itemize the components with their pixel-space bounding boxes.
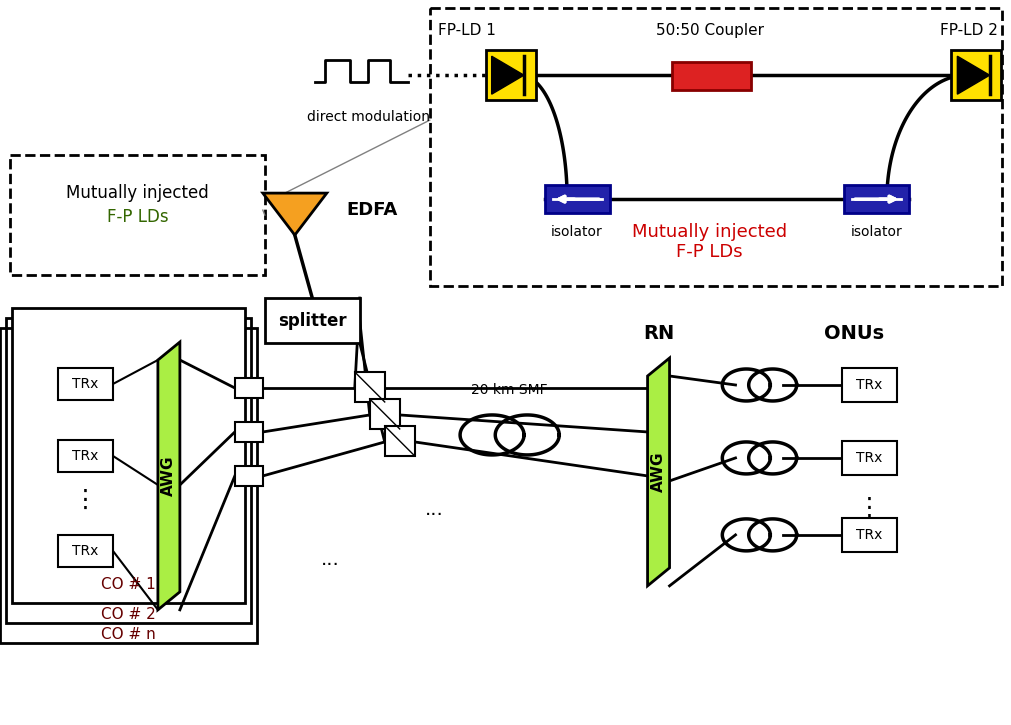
Bar [265, 298, 359, 343]
Text: F-P LDs: F-P LDs [106, 208, 168, 226]
Bar [841, 518, 897, 552]
Text: EDFA: EDFA [347, 201, 397, 219]
Bar [235, 466, 263, 486]
Bar [0, 328, 257, 643]
Polygon shape [158, 342, 180, 610]
Text: TRx: TRx [855, 528, 882, 542]
Bar [843, 185, 909, 213]
Text: ⋮: ⋮ [73, 488, 97, 512]
Text: 20 km SMF: 20 km SMF [471, 383, 547, 397]
Text: TRx: TRx [72, 377, 98, 391]
Text: TRx: TRx [72, 544, 98, 558]
Polygon shape [491, 57, 524, 94]
Text: CO # 1: CO # 1 [101, 577, 156, 592]
Text: 50:50 Coupler: 50:50 Coupler [655, 22, 762, 38]
Text: FP-LD 2: FP-LD 2 [939, 22, 997, 38]
Bar [235, 378, 263, 398]
Text: F-P LDs: F-P LDs [675, 243, 742, 261]
Text: ...: ... [425, 500, 444, 519]
Bar [950, 50, 1000, 100]
Text: TRx: TRx [855, 451, 882, 465]
Text: AWG: AWG [650, 452, 665, 492]
Bar [671, 62, 751, 90]
Bar [58, 440, 113, 472]
Text: RN: RN [642, 323, 673, 342]
Text: AWG: AWG [161, 456, 176, 496]
Bar [384, 426, 415, 456]
Text: direct modulation: direct modulation [307, 110, 430, 124]
Text: CO # n: CO # n [101, 627, 156, 642]
Bar [6, 318, 251, 623]
Polygon shape [263, 193, 327, 235]
Text: Mutually injected: Mutually injected [631, 223, 787, 241]
Bar [355, 372, 384, 402]
Bar [485, 50, 535, 100]
Text: ...: ... [320, 550, 339, 569]
Text: ⋮: ⋮ [856, 496, 881, 520]
Text: splitter: splitter [278, 312, 346, 330]
Text: ONUs: ONUs [824, 323, 884, 342]
Polygon shape [956, 57, 989, 94]
Text: TRx: TRx [855, 378, 882, 392]
Bar [544, 185, 609, 213]
Bar [841, 441, 897, 475]
Bar [430, 8, 1001, 286]
Text: Mutually injected: Mutually injected [66, 184, 208, 202]
Text: FP-LD 1: FP-LD 1 [438, 22, 495, 38]
Bar [841, 368, 897, 402]
Bar [235, 422, 263, 442]
Bar [58, 368, 113, 400]
Bar [58, 535, 113, 567]
Bar [12, 308, 245, 603]
Bar [10, 155, 265, 275]
Polygon shape [647, 358, 669, 586]
Text: CO # 2: CO # 2 [101, 608, 156, 622]
Text: isolator: isolator [850, 225, 902, 239]
Bar [369, 399, 399, 429]
Text: TRx: TRx [72, 449, 98, 463]
Text: isolator: isolator [551, 225, 603, 239]
